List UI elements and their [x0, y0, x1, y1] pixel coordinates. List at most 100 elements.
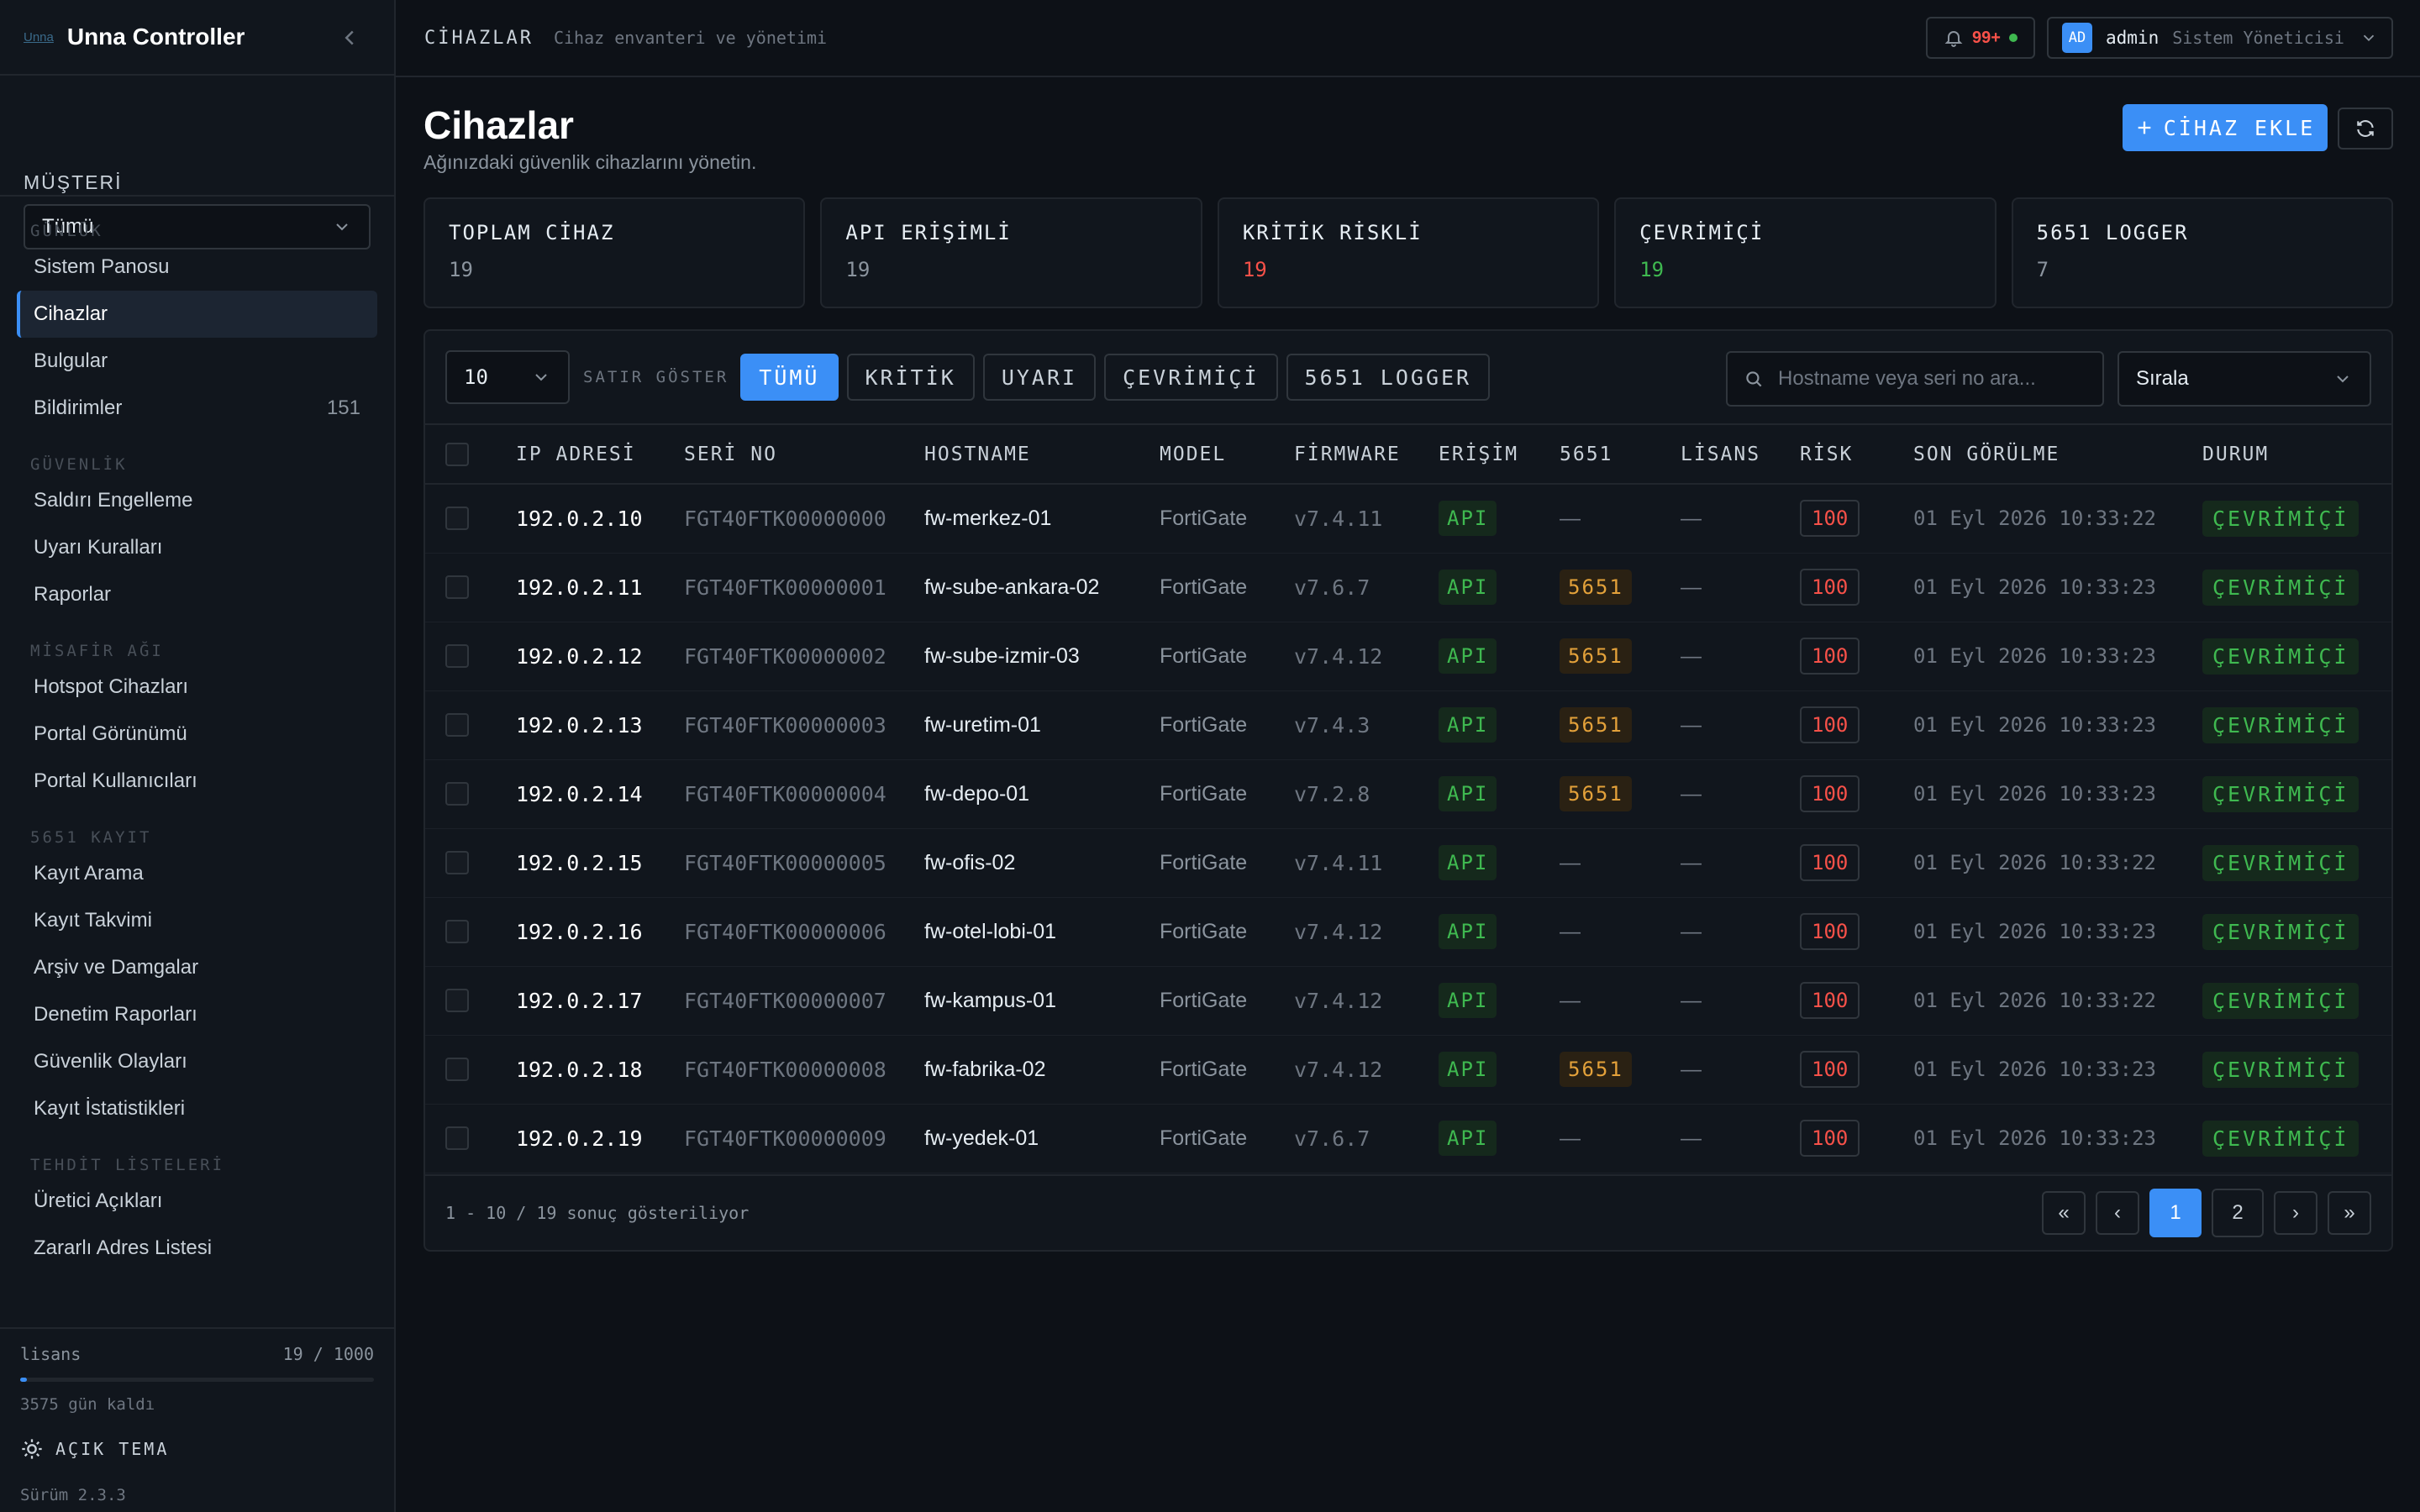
sidebar-item-hotspot-cihazlar-[interactable]: Hotspot Cihazları — [17, 664, 377, 711]
column-header[interactable]: RİSK — [1793, 425, 1907, 485]
column-header[interactable]: FİRMWARE — [1287, 425, 1432, 485]
status-badge: ÇEVRİMİÇİ — [2202, 1120, 2360, 1157]
row-checkbox[interactable] — [445, 851, 469, 874]
select-all-checkbox[interactable] — [445, 442, 469, 466]
filter-tab[interactable]: KRİTİK — [846, 354, 975, 401]
sidebar-item-cihazlar[interactable]: Cihazlar — [17, 291, 377, 338]
last-seen-cell: 01 Eyl 2026 10:33:23 — [1907, 690, 2196, 760]
sidebar-item-zararl-adres-listesi[interactable]: Zararlı Adres Listesi — [17, 1225, 377, 1272]
status-badge: ÇEVRİMİÇİ — [2202, 913, 2360, 950]
row-checkbox[interactable] — [445, 644, 469, 668]
sidebar-item-label: Cihazlar — [34, 302, 108, 325]
sidebar-item-kay-t-takvimi[interactable]: Kayıt Takvimi — [17, 897, 377, 944]
license-cell: — — [1674, 553, 1793, 622]
sidebar-item-g-venlik-olaylar-[interactable]: Güvenlik Olayları — [17, 1038, 377, 1085]
table-row[interactable]: 192.0.2.14 FGT40FTK00000004 fw-depo-01 Fort… — [425, 759, 2391, 829]
column-header[interactable]: 5651 — [1553, 425, 1674, 485]
stat-label: 5651 LOGGER — [2036, 221, 2189, 244]
sidebar-item-kay-t-i-statistikleri[interactable]: Kayıt İstatistikleri — [17, 1085, 377, 1132]
customer-select[interactable]: Tümü — [24, 204, 371, 249]
firmware-cell: v7.4.3 — [1287, 690, 1432, 760]
model-cell: FortiGate — [1153, 484, 1287, 554]
table-row[interactable]: 192.0.2.13 FGT40FTK00000003 fw-uretim-01 Fo… — [425, 690, 2391, 760]
last-page-button[interactable]: » — [2328, 1191, 2371, 1235]
ip-address-cell: 192.0.2.15 — [509, 828, 677, 898]
page-size-select[interactable]: 10 — [445, 350, 570, 404]
filter-tab[interactable]: 5651 LOGGER — [1286, 354, 1491, 401]
first-page-button[interactable]: « — [2042, 1191, 2086, 1235]
notifications-button[interactable]: 99+ — [1926, 17, 2035, 59]
table-row[interactable]: 192.0.2.11 FGT40FTK00000001 fw-sube-ankara… — [425, 553, 2391, 622]
row-checkbox[interactable] — [445, 507, 469, 531]
sidebar-item-raporlar[interactable]: Raporlar — [17, 571, 377, 618]
last-seen-cell: 01 Eyl 2026 10:33:23 — [1907, 897, 2196, 967]
row-checkbox[interactable] — [445, 1058, 469, 1081]
sidebar-item-sistem-panosu[interactable]: Sistem Panosu — [17, 244, 377, 291]
row-checkbox[interactable] — [445, 920, 469, 943]
sidebar-item-portal-g-r-n-m-[interactable]: Portal Görünümü — [17, 711, 377, 758]
risk-badge-cell: 100 — [1793, 759, 1907, 829]
search-input[interactable] — [1778, 367, 2081, 391]
ip-address-cell: 192.0.2.14 — [509, 759, 677, 829]
sidebar-item-bulgular[interactable]: Bulgular — [17, 338, 377, 385]
firmware-cell: v7.4.12 — [1287, 966, 1432, 1036]
refresh-button[interactable] — [2338, 108, 2393, 150]
table-row[interactable]: 192.0.2.10 FGT40FTK00000000 fw-merkez-01 Fo… — [425, 484, 2391, 554]
sidebar-item-portal-kullan-c-lar-[interactable]: Portal Kullanıcıları — [17, 758, 377, 805]
ip-address-cell: 192.0.2.10 — [509, 484, 677, 554]
column-header[interactable]: MODEL — [1153, 425, 1287, 485]
bell-icon — [1944, 31, 1963, 47]
ip-address-cell: 192.0.2.17 — [509, 966, 677, 1036]
table-toolbar: 10 SATIR GÖSTER TÜMÜ KRİTİK UYARI ÇEVRİMİÇİ… — [425, 331, 2391, 425]
column-header[interactable]: ERİŞİM — [1432, 425, 1553, 485]
stat-label: TOPLAM CİHAZ — [449, 221, 615, 244]
ip-address-cell: 192.0.2.11 — [509, 553, 677, 622]
sidebar-item-denetim-raporlar-[interactable]: Denetim Raporları — [17, 991, 377, 1038]
sidebar-item-ar-iv-ve-damgalar[interactable]: Arşiv ve Damgalar — [17, 944, 377, 991]
row-checkbox[interactable] — [445, 1126, 469, 1150]
column-header[interactable]: SON GÖRÜLME — [1907, 425, 2196, 485]
table-row[interactable]: 192.0.2.16 FGT40FTK00000006 fw-otel-lobi-0… — [425, 897, 2391, 967]
table-row[interactable]: 192.0.2.15 FGT40FTK00000005 fw-ofis-02 Fort… — [425, 828, 2391, 898]
table-row[interactable]: 192.0.2.18 FGT40FTK00000008 fw-fabrika-02 F… — [425, 1035, 2391, 1105]
brand: Unna Unna Controller — [0, 0, 394, 76]
search-icon — [1746, 371, 1762, 387]
next-page-button[interactable]: › — [2274, 1191, 2317, 1235]
user-menu[interactable]: AD admin Sistem Yöneticisi — [2047, 17, 2393, 59]
collapse-sidebar-button[interactable] — [337, 25, 362, 50]
table-row[interactable]: 192.0.2.12 FGT40FTK00000002 fw-sube-izmir-… — [425, 622, 2391, 691]
column-header[interactable]: HOSTNAME — [918, 425, 1153, 485]
table-body: 192.0.2.10 FGT40FTK00000000 fw-merkez-01 Fo… — [425, 484, 2391, 1173]
prev-page-button[interactable]: ‹ — [2096, 1191, 2139, 1235]
sidebar-item-label: Arşiv ve Damgalar — [34, 956, 199, 979]
table-row[interactable]: 192.0.2.17 FGT40FTK00000007 fw-kampus-01 Fo… — [425, 966, 2391, 1036]
column-header[interactable]: IP ADRESİ — [509, 425, 677, 485]
page-button[interactable]: 1 — [2149, 1189, 2202, 1237]
column-header[interactable]: DURUM — [2196, 425, 2377, 485]
row-spacer — [2376, 484, 2391, 554]
sidebar-item-kay-t-arama[interactable]: Kayıt Arama — [17, 850, 377, 897]
page-button[interactable]: 2 — [2212, 1189, 2264, 1237]
sidebar-item-uyar-kurallar-[interactable]: Uyarı Kuralları — [17, 524, 377, 571]
filter-tab[interactable]: UYARI — [982, 354, 1097, 401]
hostname-cell: fw-depo-01 — [918, 759, 1153, 829]
filter-tab[interactable]: ÇEVRİMİÇİ — [1104, 354, 1278, 401]
sidebar-item-bildirimler[interactable]: Bildirimler 151 — [17, 385, 377, 432]
add-device-button[interactable]: CİHAZ EKLE — [2123, 104, 2328, 151]
risk-badge-cell: 100 — [1793, 690, 1907, 760]
sort-select[interactable]: Sırala — [2118, 351, 2371, 407]
column-header[interactable]: SERİ NO — [677, 425, 918, 485]
row-checkbox[interactable] — [445, 782, 469, 806]
sidebar-item-sald-r-engelleme[interactable]: Saldırı Engelleme — [17, 477, 377, 524]
row-checkbox[interactable] — [445, 575, 469, 599]
license-cell: — — [1674, 622, 1793, 691]
filter-tabs: TÜMÜ KRİTİK UYARI ÇEVRİMİÇİ 5651 LOGGER — [740, 354, 1498, 401]
table-row[interactable]: 192.0.2.19 FGT40FTK00000009 fw-yedek-01 For… — [425, 1104, 2391, 1173]
sidebar-nav: GÜNLÜK Sistem Panosu Cihazlar Bulgular Bildi… — [0, 198, 394, 1327]
row-checkbox[interactable] — [445, 989, 469, 1012]
row-checkbox[interactable] — [445, 713, 469, 737]
sidebar-item--retici-a-klar-[interactable]: Üretici Açıkları — [17, 1178, 377, 1225]
column-header[interactable]: LİSANS — [1674, 425, 1793, 485]
filter-tab[interactable]: TÜMÜ — [740, 354, 839, 401]
theme-toggle-button[interactable]: AÇIK TEMA — [20, 1437, 374, 1461]
